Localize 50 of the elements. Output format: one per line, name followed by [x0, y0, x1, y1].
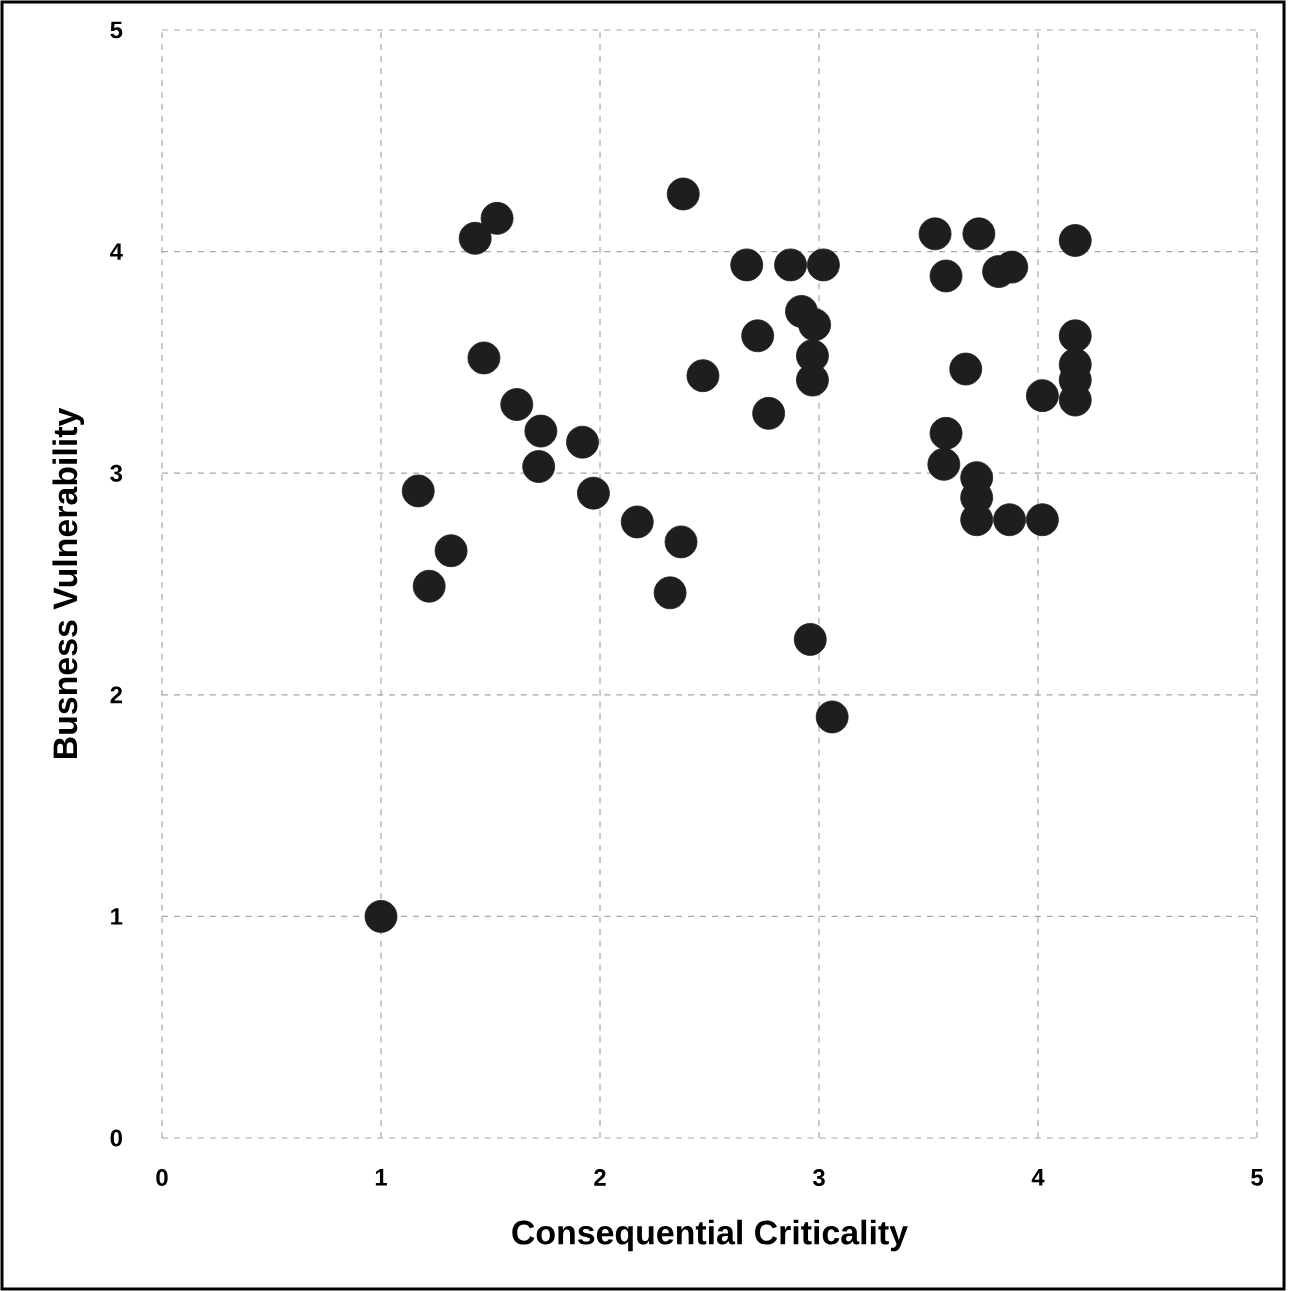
- point: [480, 201, 514, 235]
- point: [774, 248, 807, 282]
- point: [577, 476, 610, 510]
- point: [1025, 379, 1059, 413]
- point: [458, 221, 492, 255]
- y-tick-label: 2: [110, 686, 123, 704]
- point: [1058, 319, 1092, 353]
- point: [364, 900, 398, 933]
- point: [1025, 503, 1059, 537]
- point: [664, 525, 698, 559]
- point: [793, 623, 827, 656]
- point: [741, 319, 775, 353]
- y-tick-label: 3: [110, 464, 123, 482]
- point: [730, 248, 764, 282]
- point: [500, 388, 534, 421]
- y-tick-label: 4: [110, 243, 123, 260]
- point: [666, 177, 700, 211]
- y-axis-title: Busness Vulnerability: [52, 407, 84, 759]
- x-tick-label: 4: [1031, 1169, 1045, 1186]
- y-tick-label: 0: [110, 1129, 122, 1147]
- point: [752, 396, 786, 430]
- point: [1058, 224, 1092, 257]
- point: [653, 576, 687, 610]
- point: [467, 341, 501, 375]
- point: [962, 217, 996, 251]
- y-tick-label: 1: [111, 908, 123, 925]
- x-tick-label: 0: [156, 1169, 168, 1186]
- point: [815, 700, 849, 734]
- point: [620, 505, 654, 539]
- point: [566, 425, 599, 459]
- point: [929, 416, 963, 450]
- point: [522, 450, 556, 483]
- x-tick-label: 3: [812, 1169, 825, 1187]
- point: [434, 534, 468, 568]
- point: [929, 259, 963, 293]
- point: [927, 447, 961, 481]
- point: [401, 474, 435, 508]
- y-tick-label: 5: [110, 21, 123, 39]
- point: [524, 414, 558, 448]
- x-axis-title: Consequential Criticality: [512, 1219, 908, 1252]
- point: [806, 248, 840, 282]
- x-tick-label: 5: [1251, 1169, 1263, 1186]
- point: [798, 308, 832, 342]
- x-tick-label: 1: [375, 1169, 387, 1186]
- point: [412, 569, 446, 603]
- point: [918, 217, 952, 251]
- point: [949, 352, 983, 386]
- point: [686, 359, 720, 393]
- x-tick-label: 2: [594, 1169, 606, 1186]
- point: [993, 503, 1026, 537]
